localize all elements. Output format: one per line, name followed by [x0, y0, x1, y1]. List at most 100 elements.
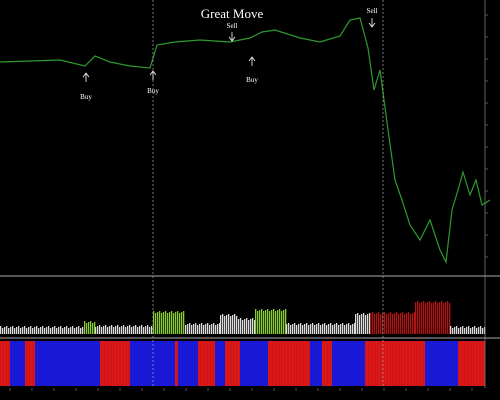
signal-block: [268, 341, 310, 386]
histogram-bar: [390, 312, 392, 334]
histogram-bar: [6, 326, 8, 334]
histogram-bar: [117, 325, 119, 334]
histogram-bar: [478, 327, 480, 334]
histogram-bar: [398, 314, 400, 334]
histogram-bar: [408, 312, 410, 334]
histogram-bar: [232, 315, 234, 334]
histogram-bar: [328, 324, 330, 334]
histogram-bar: [97, 326, 99, 334]
histogram-bar: [159, 311, 161, 334]
histogram-bar: [42, 326, 44, 334]
histogram-bar: [145, 326, 147, 334]
histogram-bar: [439, 302, 441, 334]
histogram-bar: [203, 325, 205, 334]
histogram-bar: [340, 324, 342, 334]
signal-block: [458, 341, 485, 386]
chart-decoration: [0, 14, 488, 391]
histogram-bar: [125, 327, 127, 334]
histogram-bar: [199, 324, 201, 334]
signal-block: [365, 341, 425, 386]
histogram-bar: [185, 325, 187, 334]
signal-block: [225, 341, 240, 386]
histogram-bar: [431, 303, 433, 334]
histogram-bar: [361, 314, 363, 334]
histogram-bar: [52, 327, 54, 334]
histogram-bar: [277, 310, 279, 334]
histogram-bar: [209, 325, 211, 334]
histogram-bar: [46, 327, 48, 334]
histogram-bar: [167, 313, 169, 334]
histogram-bar: [263, 311, 265, 334]
histogram-bar: [127, 326, 129, 334]
histogram-bar: [470, 328, 472, 334]
histogram-bar: [78, 326, 80, 334]
histogram-bar: [175, 312, 177, 334]
histogram-bar: [143, 327, 145, 334]
signal-block: [240, 341, 268, 386]
histogram-bar: [8, 328, 10, 334]
histogram-bar: [155, 313, 157, 334]
histogram-bar: [388, 313, 390, 334]
histogram-bar: [2, 328, 4, 334]
histogram-bar: [275, 311, 277, 334]
histogram-bar: [412, 313, 414, 334]
histogram-bar: [109, 326, 111, 334]
histogram-bar: [281, 311, 283, 334]
histogram-bar: [267, 309, 269, 334]
histogram-bar: [269, 311, 271, 334]
histogram-bar: [346, 324, 348, 334]
histogram-bar: [72, 326, 74, 334]
histogram-bar: [238, 319, 240, 334]
histogram-bar: [133, 326, 135, 334]
histogram-bar: [290, 325, 292, 334]
histogram-bar: [273, 309, 275, 334]
histogram-bar: [86, 323, 88, 334]
histogram-bar: [261, 309, 263, 334]
histogram-bar: [252, 318, 254, 334]
histogram-bar: [230, 316, 232, 334]
histogram-bar: [207, 323, 209, 334]
histogram-bar: [441, 301, 443, 334]
histogram-bar: [285, 309, 287, 334]
histogram-bar: [423, 301, 425, 334]
signal-block: [100, 341, 130, 386]
histogram-bar: [322, 324, 324, 334]
histogram-bar: [474, 326, 476, 334]
histogram-bar: [149, 327, 151, 334]
signal-block: [10, 341, 25, 386]
histogram-bar: [304, 324, 306, 334]
histogram-bar: [433, 302, 435, 334]
histogram-bar: [300, 323, 302, 334]
histogram-bar: [70, 327, 72, 334]
histogram-bar: [62, 328, 64, 334]
histogram-bar: [376, 313, 378, 334]
histogram-bar: [0, 326, 2, 334]
histogram-bar: [384, 312, 386, 334]
histogram-bar: [219, 323, 221, 334]
histogram-bar: [298, 324, 300, 334]
histogram-bar: [189, 323, 191, 334]
histogram-bar: [357, 313, 359, 334]
histogram-bar: [338, 325, 340, 334]
histogram-bar: [363, 313, 365, 334]
histogram-bar: [34, 327, 36, 334]
histogram-bar: [40, 327, 42, 334]
histogram-bar: [84, 321, 86, 334]
histogram-bar: [32, 328, 34, 334]
signal-block: [332, 341, 365, 386]
histogram-bar: [153, 311, 155, 334]
histogram-bar: [330, 323, 332, 334]
histogram-bar: [344, 325, 346, 334]
histogram-bar: [240, 318, 242, 334]
histogram-bar: [187, 324, 189, 334]
histogram-bar: [464, 328, 466, 334]
histogram-bar: [468, 326, 470, 334]
histogram-bar: [135, 325, 137, 334]
buy-label: Buy: [80, 93, 92, 101]
histogram-bar: [415, 302, 417, 334]
histogram-bar: [36, 326, 38, 334]
histogram-bar: [447, 301, 449, 334]
histogram-bar: [101, 327, 103, 334]
histogram-bar: [236, 316, 238, 334]
histogram-bar: [259, 310, 261, 334]
